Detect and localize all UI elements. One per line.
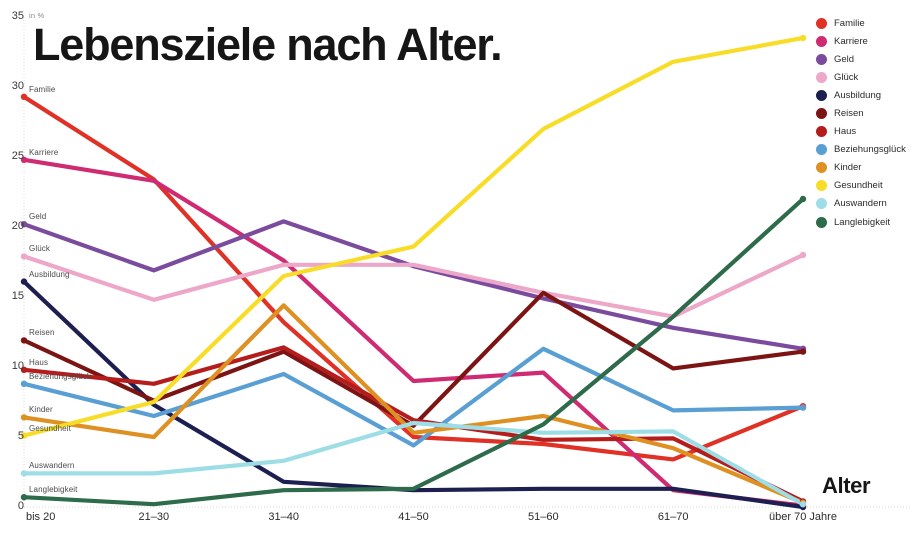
- legend-item-reisen[interactable]: Reisen: [816, 104, 915, 122]
- x-axis-tick-label: 31–40: [268, 511, 299, 523]
- legend-item-gesundheit[interactable]: Gesundheit: [816, 177, 915, 195]
- x-axis-tick-label: 61–70: [657, 511, 689, 523]
- legend-item-beziehungsgl-ck[interactable]: Beziehungsglück: [816, 141, 915, 159]
- y-axis-tick-label: 0: [17, 500, 24, 512]
- legend-item-karriere[interactable]: Karriere: [816, 32, 915, 50]
- series-inline-label: Kinder: [29, 405, 53, 415]
- y-axis-ticks: 0 5 10 15 20 25 30 35: [0, 0, 24, 533]
- series-inline-label: Haus: [29, 357, 49, 367]
- legend-item-familie[interactable]: Familie: [816, 14, 915, 32]
- legend-item-kinder[interactable]: Kinder: [816, 159, 915, 177]
- x-axis-tick-label: 51–60: [528, 511, 559, 523]
- legend-color-swatch-icon: [816, 162, 827, 174]
- series-inline-label: Familie: [29, 84, 56, 94]
- legend-item-langlebigkeit[interactable]: Langlebigkeit: [816, 213, 915, 231]
- y-axis-tick-label: 5: [17, 430, 24, 442]
- legend-item-geld[interactable]: Geld: [816, 50, 915, 68]
- series-inline-label: Karriere: [29, 147, 59, 157]
- x-axis-title: Alter: [822, 473, 871, 498]
- chart-title: Lebensziele nach Alter.: [33, 19, 503, 70]
- y-axis-tick-label: 35: [11, 10, 24, 22]
- series-inline-label: Langlebigkeit: [29, 485, 78, 495]
- legend-color-swatch-icon: [816, 71, 827, 83]
- legend-color-swatch-icon: [816, 53, 827, 65]
- y-axis-tick-label: 15: [11, 290, 24, 302]
- y-axis-tick-label: 20: [11, 220, 24, 232]
- legend-item-label: Kinder: [834, 162, 862, 174]
- y-axis-tick-label: 10: [11, 360, 24, 372]
- legend-item-label: Glück: [834, 71, 859, 83]
- legend-color-swatch-icon: [816, 180, 827, 192]
- series-inline-label: Gesundheit: [29, 423, 71, 433]
- legend-item-label: Geld: [834, 53, 855, 65]
- series-inline-label: Reisen: [29, 328, 55, 338]
- legend-color-swatch-icon: [816, 17, 827, 29]
- legend-color-swatch-icon: [816, 144, 827, 156]
- legend-item-label: Familie: [834, 17, 865, 29]
- legend-item-label: Auswandern: [834, 198, 887, 210]
- x-axis-tick-label: bis 20: [26, 511, 56, 523]
- legend-item-ausbildung[interactable]: Ausbildung: [816, 86, 915, 104]
- legend-color-swatch-icon: [816, 126, 827, 138]
- legend-item-label: Karriere: [834, 35, 868, 47]
- y-axis-tick-label: 25: [11, 150, 24, 162]
- legend-item-label: Beziehungsglück: [834, 144, 906, 156]
- legend-color-swatch-icon: [816, 35, 827, 47]
- legend-item-gl-ck[interactable]: Glück: [816, 68, 915, 86]
- y-axis-unit-label: in %: [29, 11, 45, 20]
- legend-color-swatch-icon: [816, 216, 827, 228]
- y-axis-tick-label: 30: [11, 80, 24, 92]
- series-inline-label: Beziehungsglück: [29, 371, 91, 381]
- legend-item-label: Langlebigkeit: [834, 216, 890, 228]
- x-axis-tick-label: 21–30: [138, 511, 170, 523]
- legend-color-swatch-icon: [816, 108, 827, 120]
- legend-item-label: Reisen: [834, 108, 864, 120]
- legend-item-auswandern[interactable]: Auswandern: [816, 195, 915, 213]
- legend-item-haus[interactable]: Haus: [816, 123, 915, 141]
- chart-legend: Familie Karriere Geld Glück Ausbildung Reisen…: [816, 14, 915, 231]
- legend-color-swatch-icon: [816, 198, 827, 210]
- series-inline-label: Auswandern: [29, 461, 75, 471]
- series-inline-label: Ausbildung: [29, 269, 70, 279]
- x-axis-tick-label: 41–50: [398, 511, 429, 523]
- series-inline-label: Geld: [29, 212, 47, 222]
- series-inline-label: Glück: [29, 244, 50, 254]
- legend-item-label: Ausbildung: [834, 89, 882, 101]
- x-axis-tick-label: über 70 Jahre: [769, 511, 837, 523]
- legend-color-swatch-icon: [816, 89, 827, 101]
- legend-item-label: Gesundheit: [834, 180, 883, 192]
- legend-item-label: Haus: [834, 126, 857, 138]
